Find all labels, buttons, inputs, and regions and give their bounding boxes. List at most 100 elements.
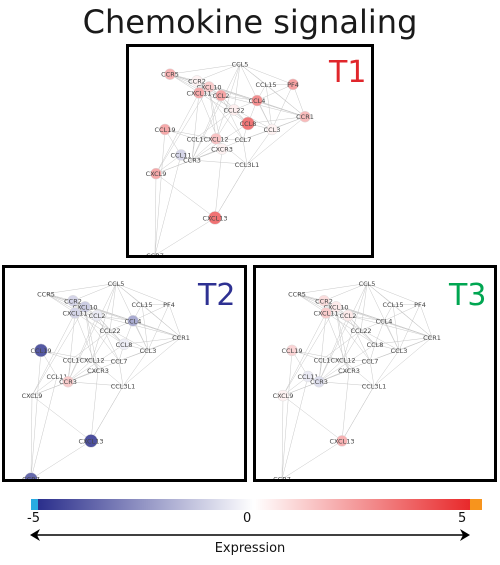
gene-label: CCR2 (188, 78, 206, 86)
network-edge (154, 173, 157, 255)
gene-label: PF4 (287, 81, 299, 89)
network-edge (30, 376, 58, 479)
network-edge (31, 306, 86, 396)
gene-label: CCR2 (64, 297, 82, 305)
network-edge (115, 283, 170, 305)
gene-node-marker (336, 435, 348, 447)
gene-node-marker (67, 295, 79, 307)
gene-node-cxcl12: CXCL12 (80, 356, 105, 364)
gene-node-ccl8: CCL8 (116, 338, 132, 351)
gene-node-ccl8: CCL8 (367, 341, 384, 349)
network-edge (214, 164, 248, 218)
gene-node-pf4: PF4 (287, 78, 299, 91)
gene-node-cxcl11: CXCL11 (314, 307, 338, 319)
network-edge (191, 63, 241, 161)
gene-node-ccl7: CCL7 (111, 357, 128, 365)
gene-label: CXCL10 (73, 303, 98, 311)
gene-node-ccr1: CCR1 (172, 334, 190, 342)
network-edge (282, 381, 320, 396)
gene-node-marker (193, 87, 205, 99)
network-edge (347, 315, 371, 361)
network-edge (281, 350, 293, 479)
gene-node-ccr7: CCR7 (22, 472, 40, 479)
network-edge (96, 315, 134, 322)
gene-node-ccl22: CCL22 (100, 327, 121, 335)
network-edge (296, 293, 376, 345)
gene-node-cxcl13: CXCL13 (330, 435, 355, 447)
network-edge (96, 315, 120, 361)
network-edge (419, 304, 433, 338)
network-edge (318, 360, 371, 382)
gene-label: CCR7 (146, 252, 164, 255)
gene-node-cxcr3: CXCR3 (87, 367, 109, 375)
gene-node-cxcl12: CXCL12 (204, 133, 229, 145)
colorbar-cyan-cap (31, 499, 38, 510)
scale-max-label: 5 (458, 511, 467, 526)
gene-node-marker (34, 343, 48, 358)
gene-node-cxcl10: CXCL10 (197, 81, 221, 93)
network-edge (155, 173, 216, 219)
network-edge (194, 109, 235, 140)
network-edge (398, 304, 421, 351)
gene-label: CXCL13 (79, 437, 104, 445)
network-edge (31, 381, 69, 396)
gene-label: CCL5 (108, 280, 125, 288)
gene-node-cxcl13: CXCL13 (79, 434, 104, 448)
gene-label: CCL15 (132, 301, 153, 309)
network-edge (168, 304, 182, 338)
network-edge (91, 283, 117, 361)
gene-node-marker (216, 143, 228, 155)
panel-t1: CCR5 CCL5 CCR2 CXCL10 CXCL11 CCL2 CCL15 PF4 CCL4… (126, 44, 374, 258)
gene-label: CCL3L1 (362, 383, 387, 391)
network-edge (318, 312, 327, 382)
panel-label-t2: T2 (197, 278, 235, 313)
gene-node-ccl4: CCL4 (249, 94, 265, 107)
gene-node-marker (286, 344, 298, 357)
network-edge (281, 395, 284, 479)
panel-label-t1: T1 (328, 55, 366, 90)
gene-node-marker (118, 338, 130, 351)
panel-t2: CCR5 CCL5 CCR2 CXCL10 CXCL11 CCL2 CCL15 PF4 CCL4… (2, 265, 247, 482)
network-edge (360, 283, 368, 331)
network-edge (164, 129, 217, 140)
network-edge (215, 63, 241, 139)
network-edge (369, 344, 376, 361)
gene-node-ccr2: CCR2 (315, 295, 333, 307)
network-edge (147, 304, 170, 351)
network-edge (122, 350, 149, 387)
gene-label: CXCL12 (204, 135, 229, 143)
network-edge (155, 86, 210, 174)
gene-node-ccl3l1: CCL3L1 (362, 383, 387, 391)
network-edge (318, 315, 349, 382)
network-edge (214, 148, 223, 218)
network-edge (84, 306, 99, 371)
gene-node-ccr2: CCR2 (64, 295, 82, 307)
network-edge (115, 283, 143, 305)
network-edge (335, 306, 350, 371)
gene-node-marker (24, 472, 38, 479)
gene-node-marker (228, 104, 240, 116)
network-edge (91, 359, 120, 362)
gene-node-marker (215, 89, 227, 102)
gene-node-ccr1: CCR1 (423, 334, 441, 342)
gene-label: CCL19 (155, 126, 176, 134)
network-edge (141, 304, 149, 351)
gene-label: CCR5 (288, 290, 306, 298)
network-edge (360, 320, 385, 331)
gene-node-ccl11: CCL11 (47, 373, 68, 381)
network-edge (70, 330, 111, 361)
gene-label: CCL8 (240, 120, 257, 128)
gene-node-ccl5: CCL5 (232, 61, 249, 69)
gene-label: CXCL11 (63, 309, 88, 317)
gene-node-marker (203, 81, 215, 93)
network-edge (282, 306, 337, 396)
gene-node-cxcl11: CXCL11 (187, 87, 211, 99)
network-edge (196, 63, 241, 82)
gene-label: CXCL13 (330, 437, 355, 445)
network-edge (369, 360, 375, 387)
gene-node-ccr5: CCR5 (37, 290, 55, 298)
network-edge (45, 293, 125, 345)
network-edge (191, 92, 200, 161)
network-edge (154, 154, 182, 255)
gene-node-ccl3l1: CCL3L1 (235, 161, 260, 169)
